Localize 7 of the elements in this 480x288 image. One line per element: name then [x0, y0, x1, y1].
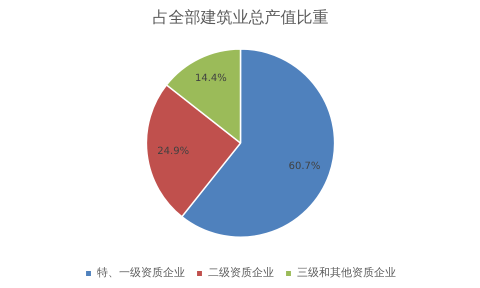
legend-label: 三级和其他资质企业	[297, 265, 396, 280]
data-label: 60.7%	[288, 161, 320, 172]
chart-title: 占全部建筑业总产值比重	[152, 8, 328, 26]
data-label: 24.9%	[157, 146, 190, 157]
data-label: 14.4%	[194, 73, 227, 84]
legend-label: 特、一级资质企业	[97, 265, 185, 280]
legend-label: 二级资质企业	[208, 265, 274, 280]
